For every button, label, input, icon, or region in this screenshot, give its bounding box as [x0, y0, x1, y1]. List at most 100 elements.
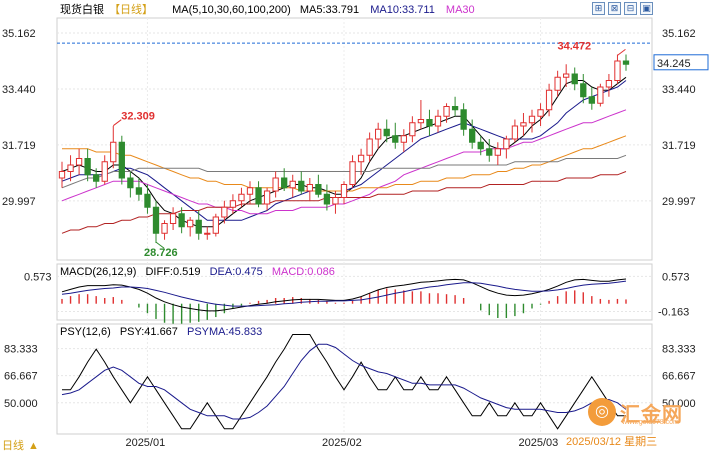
candle — [597, 83, 604, 107]
candle — [272, 171, 279, 198]
candle — [298, 171, 305, 195]
candle-body — [357, 154, 365, 163]
candle — [563, 64, 570, 87]
candle — [315, 174, 322, 198]
psy-plot — [61, 334, 627, 430]
psy-tick-right: 66.667 — [662, 371, 696, 383]
annotations: 32.309 28.726 34.472 — [112, 40, 626, 259]
candle-body — [409, 122, 416, 137]
candle-body — [238, 193, 245, 202]
candle — [426, 109, 433, 136]
candle-body — [332, 197, 339, 205]
watermark-logo: ◎ 汇金网 www.gold678.com — [588, 396, 698, 428]
candle-body — [622, 60, 630, 65]
candle-body — [486, 148, 493, 156]
candle — [375, 122, 382, 149]
candle — [101, 155, 108, 185]
header: 现货白银 【日线】 MA(5,10,30,60,100,200) MA5:33.… — [60, 2, 475, 16]
candle-body — [195, 219, 202, 234]
candle — [161, 220, 168, 240]
price-tick-left: 29.997 — [2, 196, 36, 208]
candle-body — [383, 128, 390, 137]
annotation-pointer — [617, 49, 626, 56]
candle-body — [323, 193, 331, 205]
candle — [221, 200, 228, 224]
candle-body — [306, 184, 313, 192]
candle — [366, 132, 373, 162]
macd-label: MACD(26,12,9) — [60, 266, 136, 278]
candle — [349, 155, 356, 188]
ma-line-ma100 — [61, 154, 627, 189]
candle-body — [204, 232, 211, 235]
candle — [187, 217, 194, 237]
candle-body — [605, 80, 613, 88]
candle-body — [417, 119, 425, 124]
psy-tick-right: 50.000 — [662, 398, 696, 410]
price-tick-right: 29.997 — [662, 196, 696, 208]
candle-body — [511, 125, 519, 140]
last-price-box — [653, 54, 709, 71]
candle-body — [434, 115, 442, 127]
annotation-label: 34.472 — [557, 40, 591, 52]
macd-dea-line — [61, 280, 627, 307]
candle — [503, 135, 510, 159]
candle — [340, 181, 348, 204]
macd-tick: -0.163 — [658, 306, 689, 318]
candle — [486, 139, 493, 162]
candle — [605, 74, 613, 97]
candle-body — [340, 184, 348, 198]
candle — [323, 184, 331, 211]
logo-text: 汇金网 — [620, 404, 683, 426]
candle — [178, 207, 185, 234]
annotation-label: 32.309 — [121, 111, 155, 123]
ma-label: MA(5,10,30,60,100,200) — [172, 4, 291, 16]
x-tick-label: 2025/02 — [322, 437, 362, 449]
candle — [152, 200, 160, 243]
footer-period[interactable]: 日线 ▲ — [2, 438, 39, 452]
psyma-line — [61, 343, 627, 420]
candle-body — [443, 106, 450, 117]
candle-body — [460, 109, 467, 130]
candle — [528, 109, 536, 133]
psy-label: PSY(12,6) — [60, 326, 111, 338]
candle-body — [75, 158, 83, 166]
candle — [477, 135, 484, 156]
candle — [127, 171, 134, 198]
candle-body — [93, 174, 100, 182]
annotation-pointer — [112, 119, 122, 127]
candle-body — [58, 171, 66, 179]
candle-body — [520, 122, 527, 127]
candle-body — [127, 177, 134, 189]
footer-date: 2025/03/12 星期三 — [566, 435, 657, 448]
candle — [494, 142, 501, 165]
candle-body — [246, 187, 254, 195]
candle-body — [84, 158, 91, 176]
candle — [554, 70, 561, 97]
candle-body — [349, 161, 356, 185]
candle — [144, 184, 151, 214]
candle — [417, 100, 425, 130]
period-label: 【日线】 — [109, 2, 153, 16]
fit-icon[interactable]: ⊞ — [592, 2, 605, 15]
macd-plot — [61, 278, 627, 324]
candle-body — [110, 141, 117, 163]
candle-body — [178, 213, 185, 228]
candle-body — [451, 106, 459, 111]
candle-body — [366, 138, 373, 156]
logo-icon: ◎ — [588, 398, 616, 426]
grid — [57, 18, 652, 434]
zoom-icon[interactable]: ⊠ — [608, 2, 621, 15]
candle — [622, 54, 630, 71]
candle — [580, 74, 587, 104]
candle — [67, 155, 74, 182]
settings-icon[interactable]: ▣ — [640, 2, 653, 15]
crosshair-icon[interactable]: ⊟ — [624, 2, 637, 15]
candle — [204, 226, 211, 240]
macd-value: MACD:0.086 — [272, 266, 335, 278]
candle-body — [289, 180, 296, 189]
candle — [469, 119, 476, 149]
candle — [169, 207, 177, 230]
candle — [58, 161, 66, 188]
last-price-label: 34.245 — [657, 58, 691, 70]
